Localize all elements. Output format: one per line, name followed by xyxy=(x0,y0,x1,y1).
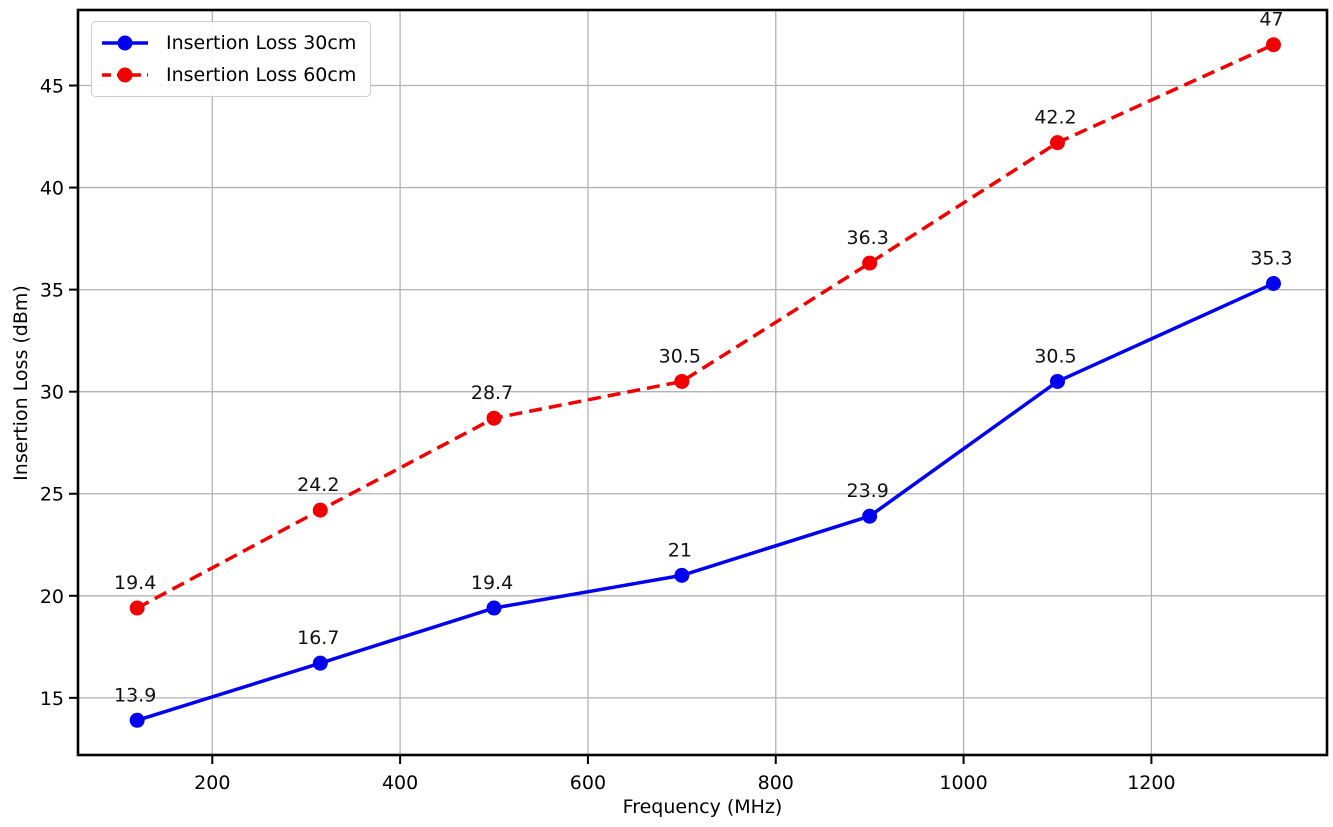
x-tick-label: 1000 xyxy=(939,772,987,794)
data-point xyxy=(1265,276,1281,292)
legend-label-30cm: Insertion Loss 30cm xyxy=(166,32,357,54)
data-point xyxy=(862,508,878,524)
data-point xyxy=(312,502,328,518)
data-point xyxy=(486,410,502,426)
data-point-label: 30.5 xyxy=(659,345,701,367)
y-tick-label: 25 xyxy=(40,484,64,506)
plot-border xyxy=(76,8,1329,757)
legend-item-insertion-loss-30cm: Insertion Loss 30cm xyxy=(100,30,356,56)
data-point xyxy=(129,712,145,728)
data-point-label: 28.7 xyxy=(471,382,513,404)
data-point-label: 19.4 xyxy=(471,572,513,594)
data-point xyxy=(486,600,502,616)
legend: Insertion Loss 30cm Insertion Loss 60cm xyxy=(91,21,372,97)
data-point-label: 23.9 xyxy=(847,480,889,502)
data-point xyxy=(129,600,145,616)
legend-line-sample-60cm-icon xyxy=(102,67,148,83)
y-tick-label: 40 xyxy=(40,178,64,200)
legend-line-sample-30cm-icon xyxy=(102,35,148,51)
x-tick-label: 400 xyxy=(382,772,418,794)
x-tick-label: 1200 xyxy=(1127,772,1175,794)
data-point-label: 47 xyxy=(1259,9,1283,31)
legend-label-60cm: Insertion Loss 60cm xyxy=(166,64,357,86)
y-tick-label: 20 xyxy=(40,586,64,608)
data-point-label: 21 xyxy=(668,539,692,561)
series-line-0 xyxy=(136,281,1275,722)
data-point xyxy=(1049,373,1065,389)
data-point-label: 19.4 xyxy=(114,572,156,594)
data-point xyxy=(1049,135,1065,151)
y-tick-label: 45 xyxy=(40,76,64,98)
data-point xyxy=(674,567,690,583)
x-tick-label: 200 xyxy=(194,772,230,794)
data-point-label: 16.7 xyxy=(297,627,339,649)
y-axis-label: Insertion Loss (dBm) xyxy=(10,285,32,481)
data-point xyxy=(862,255,878,271)
data-point-label: 24.2 xyxy=(297,474,339,496)
data-point-label: 13.9 xyxy=(114,684,156,706)
y-tick-label: 35 xyxy=(40,280,64,302)
y-tick-label: 15 xyxy=(40,688,64,710)
x-tick-label: 800 xyxy=(758,772,794,794)
data-point xyxy=(674,373,690,389)
x-tick-label: 600 xyxy=(570,772,606,794)
data-point-label: 42.2 xyxy=(1034,107,1076,129)
legend-item-insertion-loss-60cm: Insertion Loss 60cm xyxy=(100,62,356,88)
series-line-1 xyxy=(136,43,1275,610)
data-point-label: 30.5 xyxy=(1034,345,1076,367)
data-point-label: 36.3 xyxy=(847,227,889,249)
data-point-label: 35.3 xyxy=(1250,248,1292,270)
data-point xyxy=(1265,37,1281,53)
x-axis-label: Frequency (MHz) xyxy=(622,796,783,818)
y-tick-label: 30 xyxy=(40,382,64,404)
data-point xyxy=(312,655,328,671)
